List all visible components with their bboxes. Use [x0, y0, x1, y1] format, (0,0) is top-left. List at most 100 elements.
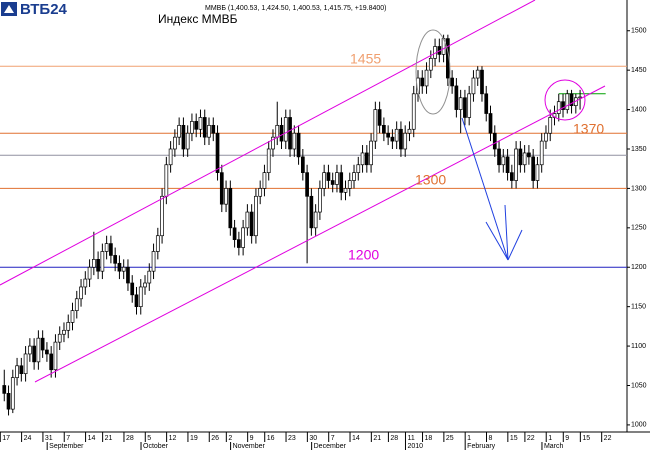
candle-body — [369, 140, 373, 166]
candle-body — [458, 97, 463, 110]
candle-body — [53, 341, 58, 371]
candle-body — [237, 239, 241, 248]
candle-body — [518, 148, 523, 166]
candle-body — [28, 345, 32, 355]
candle-body — [258, 188, 263, 197]
candle-body — [121, 266, 126, 272]
candle-body — [288, 117, 292, 150]
x-tick-label: 21 — [373, 435, 381, 442]
candle-body — [262, 172, 267, 189]
logo: ВТБ24 — [20, 1, 68, 18]
candle-body — [202, 117, 207, 138]
candle-body — [74, 298, 79, 311]
candle-body — [96, 259, 100, 272]
x-tick-label: 19 — [190, 435, 198, 442]
candle-body — [522, 152, 527, 166]
candle-body — [373, 109, 378, 142]
candle-body — [228, 188, 233, 229]
candle-body — [100, 251, 105, 272]
candle-body — [160, 195, 164, 237]
x-tick-label: 16 — [267, 435, 275, 442]
x-tick-label: 22 — [527, 435, 535, 442]
candle-body — [407, 128, 412, 134]
y-tick-label: 1150 — [631, 304, 646, 311]
candle-body — [424, 69, 429, 87]
candle-body — [87, 266, 92, 280]
x-tick-label: 23 — [288, 435, 296, 442]
candle-body — [364, 152, 369, 166]
candle-body — [382, 124, 386, 134]
candle-body — [514, 148, 518, 181]
candle-body — [279, 124, 284, 142]
highlight-ellipse — [415, 29, 451, 115]
x-tick-label: 1 — [548, 435, 552, 442]
channel-upper — [0, 0, 536, 286]
candle-body — [66, 322, 71, 331]
candle-body — [309, 195, 314, 229]
candle-body — [245, 211, 250, 229]
candle-body — [155, 235, 160, 252]
month-label: March — [544, 443, 564, 450]
candle-body — [177, 124, 181, 138]
candle-body — [556, 101, 561, 114]
candle-body — [565, 93, 570, 110]
candle-body — [326, 172, 331, 181]
candle-body — [143, 282, 147, 288]
candle-body — [83, 278, 88, 288]
candle-body — [275, 124, 280, 138]
x-tick-label: 7 — [331, 435, 335, 442]
candle-body — [569, 93, 574, 106]
candle-body — [215, 132, 220, 173]
candle-body — [138, 286, 143, 308]
x-tick-label: 5 — [147, 435, 151, 442]
candle-body — [386, 132, 390, 138]
candle-body — [450, 77, 454, 87]
candle-body — [164, 164, 169, 197]
candle-body — [527, 152, 531, 158]
candle-body — [548, 117, 553, 134]
candle-body — [104, 243, 109, 252]
candle-body — [347, 180, 352, 189]
candle-body — [283, 117, 288, 142]
candle-body — [45, 349, 49, 355]
candle-body — [343, 188, 348, 193]
candle-body — [492, 132, 497, 150]
x-tick-label: 12 — [169, 435, 177, 442]
candle-body — [126, 266, 130, 284]
chart-subtitle: ММВБ (1,400.53, 1,424.50, 1,400.53, 1,41… — [205, 5, 386, 12]
candle-body — [505, 156, 510, 173]
candle-body — [377, 109, 382, 126]
x-tick-label: 14 — [352, 435, 360, 442]
x-tick-label: 28 — [390, 435, 398, 442]
y-tick-label: 1300 — [631, 185, 647, 192]
x-tick-label: 15 — [510, 435, 518, 442]
candle-body — [330, 180, 335, 185]
y-tick-label: 1250 — [631, 225, 647, 232]
candle-body — [57, 333, 62, 343]
candle-body — [198, 117, 203, 130]
candle-body — [480, 69, 484, 95]
x-tick-label: 22 — [604, 435, 612, 442]
candle-body — [6, 393, 11, 410]
candle-body — [219, 172, 224, 205]
candle-body — [36, 337, 41, 363]
arrow-head — [485, 221, 509, 261]
highlight-ellipse — [544, 79, 586, 121]
candle-body — [539, 140, 544, 166]
candle-body — [224, 188, 228, 205]
y-tick-label: 1100 — [631, 343, 646, 350]
candle-body — [352, 172, 356, 181]
candle-body — [211, 124, 216, 134]
x-tick-label: 7 — [66, 435, 70, 442]
candle-body — [463, 97, 467, 118]
candle-body — [509, 172, 514, 181]
x-tick-label: 28 — [126, 435, 134, 442]
candle-body — [130, 282, 135, 296]
x-tick-label: 8 — [489, 435, 493, 442]
x-tick-label: 9 — [250, 435, 254, 442]
candle-body — [168, 148, 173, 166]
x-tick-label: 25 — [446, 435, 454, 442]
candle-body — [79, 286, 83, 300]
